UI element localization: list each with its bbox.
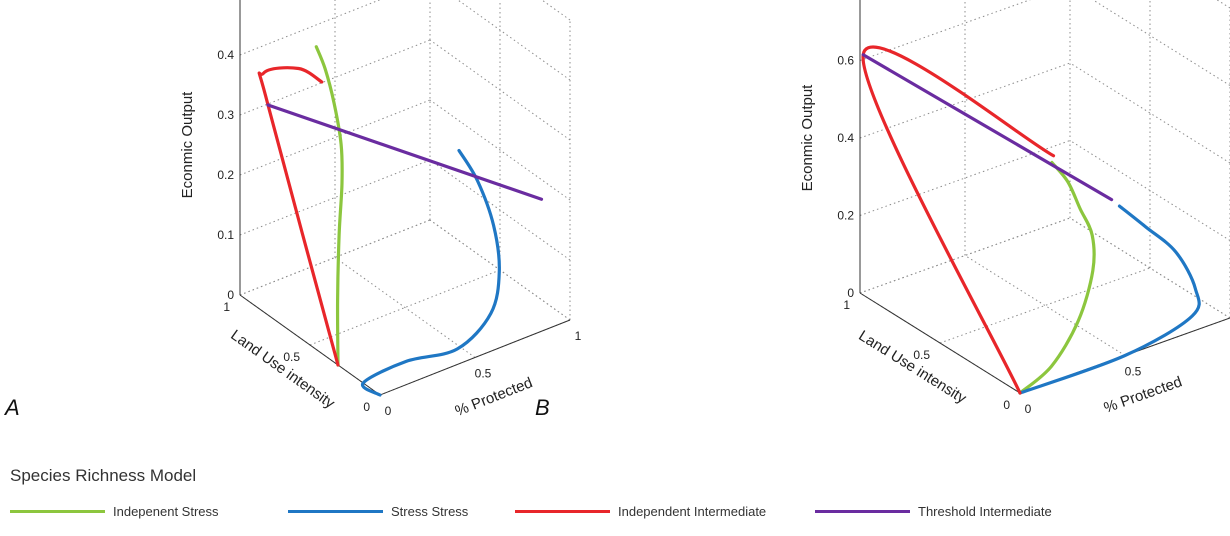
y-axis-label: Land Use intensity (227, 327, 338, 413)
legend-swatch-purple (815, 510, 910, 513)
y-tick-label: 1 (223, 300, 230, 314)
x-axis-label: % Protected (453, 374, 535, 420)
grid-line (429, 99, 571, 201)
legend-swatch-green (10, 510, 105, 513)
y-tick-label: 0 (363, 400, 370, 414)
series-line-stress-stress (360, 148, 501, 397)
series-line-threshold-intermediate (266, 103, 544, 201)
grid-line (964, 255, 1126, 356)
y-tick-label: 0 (1003, 398, 1010, 412)
z-tick-label: 0 (847, 286, 854, 300)
grid-line (859, 62, 1071, 139)
x-tick-label: 0 (1025, 402, 1032, 416)
y-axis-label: Land Use intensity (856, 327, 970, 407)
grid-line (859, 0, 1031, 61)
x-tick-label: 0.5 (1125, 365, 1142, 379)
grid-line (334, 257, 476, 358)
z-tick-label: 0.2 (837, 209, 854, 223)
z-tick-label: 0.3 (217, 108, 234, 122)
x-tick-label: 0.5 (475, 367, 492, 381)
z-tick-label: 0.4 (217, 48, 234, 62)
panel-label: A (3, 395, 20, 420)
x-axis-label: % Protected (1102, 373, 1185, 416)
x-tick-label: 0 (385, 404, 392, 418)
grid-line (939, 267, 1151, 344)
legend-label: Threshold Intermediate (918, 504, 1052, 519)
z-axis-label: Econmic Output (179, 91, 196, 199)
y-tick-label: 0.5 (913, 348, 930, 362)
legend-item-indepenent-stress: Indepenent Stress (10, 504, 219, 519)
legend-swatch-blue (288, 510, 383, 513)
panel-label: B (535, 395, 550, 420)
y-tick-label: 0.5 (283, 350, 300, 364)
z-tick-label: 0.5 (217, 0, 234, 2)
series-line-independent-intermediate (257, 66, 340, 367)
z-tick-label: 0.1 (217, 228, 234, 242)
legend-swatch-red (515, 510, 610, 513)
grid-line (859, 217, 1071, 294)
legend-label: Indepenent Stress (113, 504, 219, 519)
y-axis (239, 294, 381, 396)
y-axis (859, 292, 1021, 394)
series-line-threshold-intermediate (861, 53, 1114, 202)
legend-label: Stress Stress (391, 504, 469, 519)
series-line-stress-stress (1018, 204, 1201, 395)
series-line-indepenent-stress (1018, 160, 1096, 395)
z-tick-label: 0 (227, 288, 234, 302)
legend-item-threshold-intermediate: Threshold Intermediate (815, 504, 1052, 519)
legend-item-stress-stress: Stress Stress (288, 504, 468, 519)
x-axis (379, 319, 571, 396)
series-line-independent-intermediate (861, 45, 1056, 395)
series-line-indepenent-stress (314, 45, 344, 367)
legend-title: Species Richness Model (10, 466, 197, 485)
legend-item-independent-intermediate: Independent Intermediate (515, 504, 766, 519)
grid-line (859, 140, 1071, 216)
y-tick-label: 1 (843, 298, 850, 312)
x-tick-label: 1 (575, 329, 582, 343)
z-tick-label: 0.2 (217, 168, 234, 182)
legend-label: Independent Intermediate (618, 504, 767, 519)
z-tick-label: 0.4 (837, 131, 854, 145)
z-tick-label: 0.6 (837, 54, 854, 68)
z-axis-label: Econmic Output (799, 84, 816, 192)
